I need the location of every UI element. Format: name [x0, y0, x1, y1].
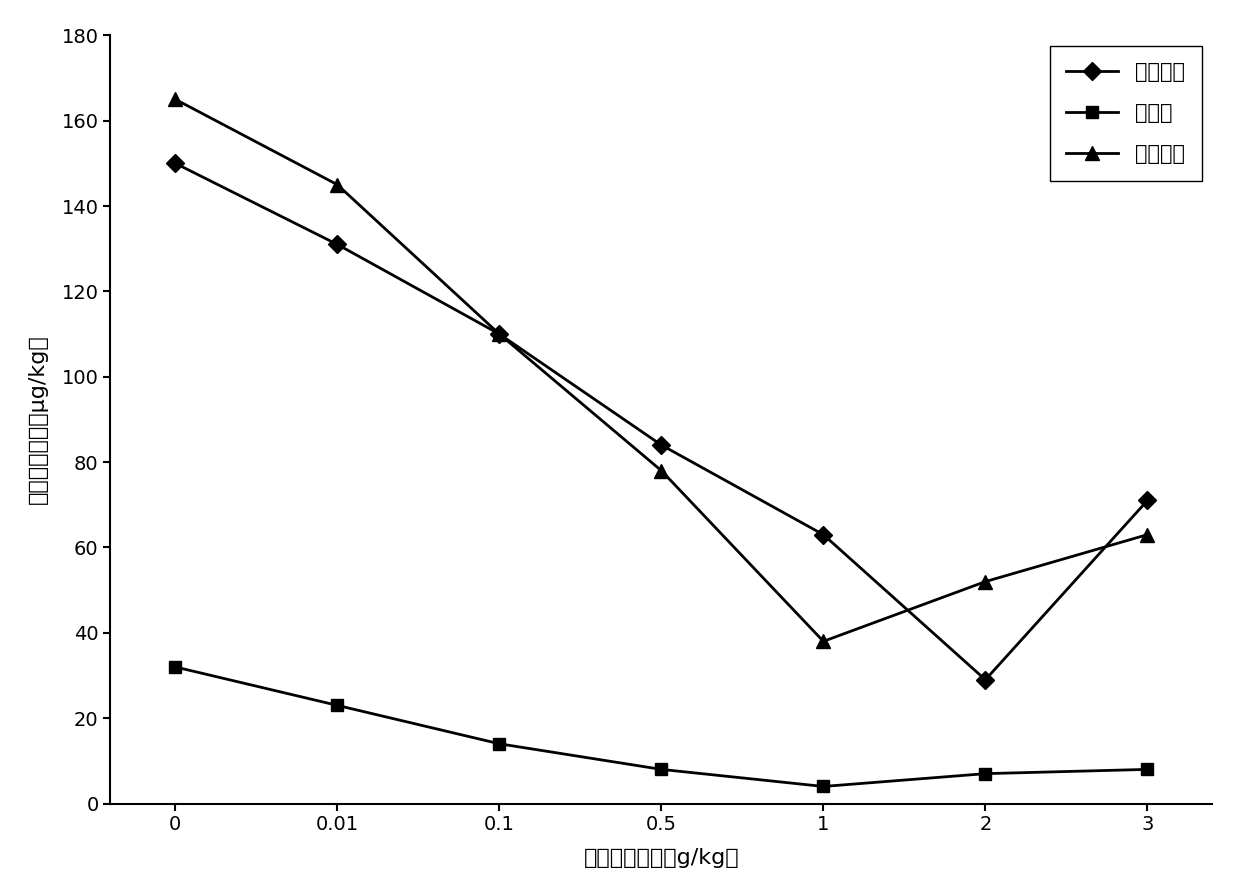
多环芳烃 — [1140, 530, 1154, 540]
Y-axis label: 致癌物生成量（μg/kg）: 致癌物生成量（μg/kg） — [27, 334, 48, 504]
丙烯酰胺 — [492, 329, 507, 340]
丙烯酰胺 — [653, 440, 668, 451]
多环芳烃 — [653, 465, 668, 476]
丙烯酰胺 — [978, 675, 993, 685]
杂环胺 — [167, 661, 182, 672]
丙烯酰胺 — [167, 158, 182, 168]
X-axis label: 抑制剂添加量（g/kg）: 抑制剂添加量（g/kg） — [584, 849, 739, 868]
多环芳烃 — [978, 576, 993, 587]
杂环胺 — [653, 764, 668, 775]
多环芳烃 — [330, 179, 345, 190]
丙烯酰胺 — [816, 530, 831, 540]
多环芳烃 — [167, 94, 182, 105]
丙烯酰胺 — [330, 239, 345, 250]
杂环胺 — [492, 738, 507, 749]
Legend: 丙烯酰胺, 杂环胺, 多环芳烃: 丙烯酰胺, 杂环胺, 多环芳烃 — [1050, 46, 1202, 181]
Line: 丙烯酰胺: 丙烯酰胺 — [169, 157, 1153, 686]
多环芳烃 — [492, 329, 507, 340]
Line: 多环芳烃: 多环芳烃 — [169, 92, 1154, 649]
多环芳烃 — [816, 636, 831, 647]
杂环胺 — [978, 768, 993, 779]
杂环胺 — [330, 700, 345, 711]
杂环胺 — [1140, 764, 1154, 775]
Line: 杂环胺: 杂环胺 — [169, 660, 1153, 793]
杂环胺 — [816, 781, 831, 792]
丙烯酰胺 — [1140, 495, 1154, 506]
